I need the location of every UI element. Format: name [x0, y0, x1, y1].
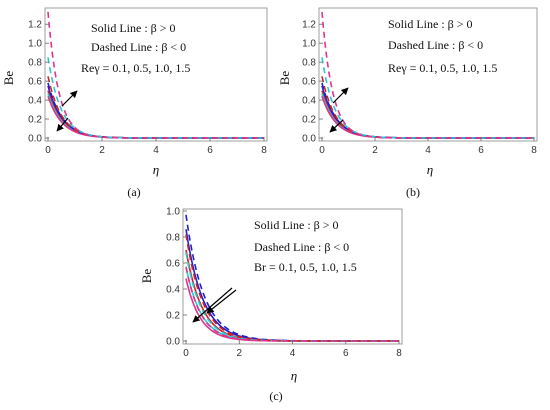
panel-b-series-solid-0: [321, 85, 534, 139]
panel-a-series-dashed-5: [47, 76, 264, 139]
panel-b-xlabel: η: [427, 162, 433, 177]
panel-a-series-solid-0: [47, 85, 264, 139]
panel-b-legend-line-1: Solid Line : β > 0: [388, 17, 473, 31]
panel-a-xlabel: η: [153, 162, 159, 177]
panel-a-ytick-label-5: 1.0: [28, 39, 42, 50]
panel-b-legend-line-2: Dashed Line : β < 0: [388, 38, 483, 52]
panel-c-ticks: 0 2 4 6 8 0.0 0.2 0.4 0.6 0.8 1.0: [166, 207, 402, 360]
panel-c-arrow-2: [206, 289, 237, 314]
panel-a-xtick-label-2: 4: [153, 145, 159, 156]
panel-b-ytick-label-2: 0.4: [302, 96, 316, 107]
panel-b-ytick-label-4: 0.8: [302, 58, 316, 69]
panel-c-ytick-label-4: 0.8: [166, 233, 180, 244]
panel-a-legend-line-2: Dashed Line : β < 0: [91, 40, 186, 54]
panel-c-xtick-label-0: 0: [183, 348, 189, 359]
panel-b-legend-line-3: Reγ = 0.1, 0.5, 1.0, 1.5: [388, 61, 497, 75]
panel-c-ytick-label-5: 1.0: [166, 207, 180, 218]
panel-a-xtick-label-1: 2: [99, 145, 105, 156]
panel-b-series-dashed-5: [321, 76, 534, 139]
panel-c-caption: (c): [269, 389, 282, 403]
panel-c-xlabel: η: [291, 368, 297, 383]
panel-b-ytick-label-3: 0.6: [302, 77, 316, 88]
panel-c-xtick-label-4: 8: [396, 348, 402, 359]
panel-b-ytick-label-0: 0.0: [302, 134, 316, 145]
panel-a-legend-line-1: Solid Line : β > 0: [91, 21, 176, 35]
panel-a-ytick-label-3: 0.6: [28, 77, 42, 88]
panel-b-ytick-label-1: 0.2: [302, 115, 316, 126]
panel-a-ticks: 0 2 4 6 8 0.0 0.2 0.4 0.6 0.8 1.0 1.2: [28, 20, 267, 156]
panel-a-ytick-label-1: 0.2: [28, 115, 42, 126]
panel-c-xtick-label-3: 6: [343, 348, 349, 359]
panel-a-arrow-up: [61, 90, 78, 107]
panel-b-ticks: 0 2 4 6 8 0.0 0.2 0.4 0.6 0.8 1.0 1.2: [302, 20, 537, 156]
panel-a-legend-line-3: Reγ = 0.1, 0.5, 1.0, 1.5: [81, 61, 190, 75]
panel-c: 0 2 4 6 8 0.0 0.2 0.4 0.6 0.8 1.0 Be η Solid Line …: [139, 207, 403, 403]
panel-c-ytick-label-0: 0.0: [166, 337, 180, 348]
panel-b-series-dashed-4: [321, 82, 534, 139]
panel-c-arrow-1: [192, 287, 233, 323]
panel-a-ylabel: Be: [1, 71, 16, 86]
panel-b-xtick-label-4: 8: [531, 145, 537, 156]
panel-a: 0 2 4 6 8 0.0 0.2 0.4 0.6 0.8 1.0 1.2 Be η Solid Li…: [1, 7, 268, 199]
panel-b-arrow-down: [329, 119, 344, 133]
panel-b-xtick-label-2: 4: [425, 145, 431, 156]
panel-b-xtick-label-3: 6: [478, 145, 484, 156]
panel-b-ytick-label-5: 1.0: [302, 39, 316, 50]
panel-a-ytick-label-0: 0.0: [28, 134, 42, 145]
panel-c-legend-line-3: Br = 0.1, 0.5, 1.0, 1.5: [254, 260, 357, 274]
panel-c-ytick-label-3: 0.6: [166, 259, 180, 270]
panel-a-ytick-label-2: 0.4: [28, 96, 42, 107]
panel-a-ytick-label-4: 0.8: [28, 58, 42, 69]
panel-b-xtick-label-1: 2: [372, 145, 378, 156]
panel-b-ylabel: Be: [277, 71, 292, 86]
panel-a-series-dashed-4: [47, 82, 264, 139]
panel-c-xtick-label-1: 2: [236, 348, 242, 359]
panel-b-ytick-label-6: 1.2: [302, 20, 316, 31]
panel-b-xtick-label-0: 0: [319, 145, 325, 156]
panel-a-ytick-label-6: 1.2: [28, 20, 42, 31]
panel-b-arrow-up: [332, 87, 349, 104]
panel-c-legend-line-1: Solid Line : β > 0: [254, 218, 339, 232]
panel-a-xtick-label-4: 8: [261, 145, 267, 156]
panel-b: 0 2 4 6 8 0.0 0.2 0.4 0.6 0.8 1.0 1.2 Be η Solid Li…: [277, 7, 538, 199]
panel-c-ytick-label-1: 0.2: [166, 311, 180, 322]
panel-c-ytick-label-2: 0.4: [166, 285, 180, 296]
panel-a-xtick-label-0: 0: [45, 145, 51, 156]
panel-c-series: [185, 214, 399, 342]
panel-c-legend-line-2: Dashed Line : β < 0: [254, 240, 349, 254]
panel-a-arrow-down: [56, 117, 69, 132]
panel-c-ylabel: Be: [139, 269, 154, 284]
panel-b-caption: (b): [406, 185, 420, 199]
panel-a-caption: (a): [127, 185, 140, 199]
panel-c-xtick-label-2: 4: [290, 348, 296, 359]
panel-a-xtick-label-3: 6: [207, 145, 213, 156]
panel-c-series-dashed-4: [185, 214, 399, 342]
